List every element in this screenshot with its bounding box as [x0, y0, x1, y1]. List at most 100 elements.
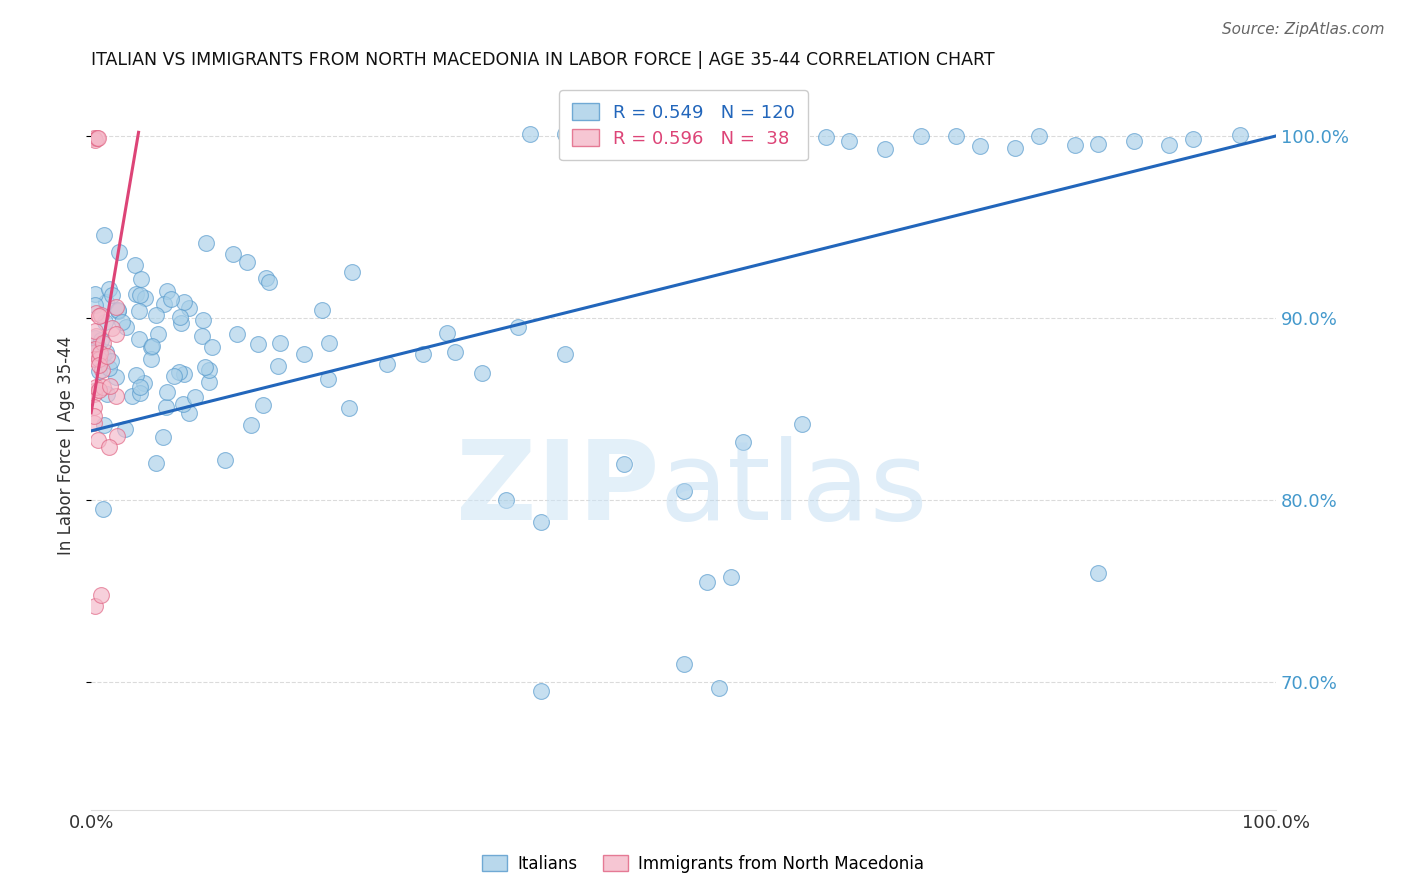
Point — [1159, 137, 1181, 152]
Point — [83, 599, 105, 613]
Point — [1063, 138, 1085, 153]
Point — [121, 389, 143, 403]
Point — [755, 129, 778, 144]
Point — [94, 294, 117, 309]
Point — [1028, 129, 1050, 144]
Point — [530, 515, 553, 529]
Legend: Italians, Immigrants from North Macedonia: Italians, Immigrants from North Macedoni… — [475, 848, 931, 880]
Point — [1229, 128, 1251, 142]
Point — [184, 391, 207, 405]
Legend: R = 0.549   N = 120, R = 0.596   N =  38: R = 0.549 N = 120, R = 0.596 N = 38 — [560, 90, 808, 161]
Point — [104, 300, 127, 314]
Point — [104, 327, 127, 342]
Point — [170, 316, 193, 330]
Point — [256, 271, 278, 285]
Point — [145, 456, 167, 470]
Point — [412, 347, 434, 361]
Point — [107, 304, 129, 318]
Point — [96, 349, 118, 363]
Point — [246, 336, 269, 351]
Point — [340, 265, 363, 279]
Point — [648, 136, 671, 151]
Point — [104, 389, 127, 403]
Point — [128, 380, 150, 394]
Point — [84, 306, 107, 320]
Point — [114, 422, 136, 436]
Point — [86, 380, 108, 394]
Point — [814, 130, 837, 145]
Point — [84, 343, 107, 357]
Text: ZIP: ZIP — [457, 435, 659, 542]
Point — [945, 128, 967, 143]
Point — [98, 360, 121, 375]
Point — [720, 569, 742, 583]
Text: atlas: atlas — [659, 435, 928, 542]
Point — [194, 359, 217, 374]
Point — [173, 367, 195, 381]
Point — [93, 418, 115, 433]
Point — [141, 339, 163, 353]
Point — [129, 271, 152, 285]
Point — [160, 292, 183, 306]
Point — [311, 303, 333, 318]
Point — [83, 133, 105, 147]
Point — [707, 681, 730, 695]
Point — [83, 386, 105, 401]
Point — [910, 128, 932, 143]
Point — [84, 324, 107, 338]
Point — [98, 379, 121, 393]
Point — [602, 142, 624, 156]
Point — [128, 304, 150, 318]
Point — [83, 298, 105, 312]
Point — [128, 288, 150, 302]
Point — [269, 335, 291, 350]
Point — [101, 288, 124, 302]
Point — [87, 340, 110, 354]
Point — [696, 574, 718, 589]
Point — [444, 345, 467, 359]
Point — [87, 351, 110, 366]
Point — [91, 335, 114, 350]
Point — [139, 352, 162, 367]
Point — [969, 139, 991, 153]
Point — [91, 362, 114, 376]
Point — [191, 328, 214, 343]
Point — [111, 315, 134, 329]
Point — [436, 326, 458, 340]
Point — [145, 309, 167, 323]
Point — [201, 340, 224, 354]
Point — [267, 359, 290, 373]
Point — [1122, 134, 1144, 148]
Point — [89, 309, 111, 323]
Point — [257, 275, 280, 289]
Point — [1087, 137, 1109, 152]
Point — [179, 406, 201, 420]
Point — [554, 128, 576, 142]
Point — [172, 397, 194, 411]
Point — [578, 126, 600, 140]
Point — [236, 255, 259, 269]
Point — [83, 344, 105, 359]
Point — [83, 409, 105, 424]
Point — [82, 346, 104, 360]
Text: Source: ZipAtlas.com: Source: ZipAtlas.com — [1222, 22, 1385, 37]
Point — [86, 130, 108, 145]
Y-axis label: In Labor Force | Age 35-44: In Labor Force | Age 35-44 — [58, 336, 75, 555]
Point — [91, 348, 114, 362]
Point — [146, 327, 169, 342]
Point — [790, 417, 813, 431]
Point — [134, 376, 156, 391]
Point — [163, 369, 186, 384]
Point — [90, 308, 112, 322]
Point — [252, 398, 274, 412]
Point — [1004, 141, 1026, 155]
Point — [173, 295, 195, 310]
Point — [222, 247, 245, 261]
Point — [731, 434, 754, 449]
Point — [89, 364, 111, 378]
Point — [191, 313, 214, 327]
Point — [318, 335, 340, 350]
Point — [156, 385, 179, 400]
Point — [94, 345, 117, 359]
Point — [91, 380, 114, 394]
